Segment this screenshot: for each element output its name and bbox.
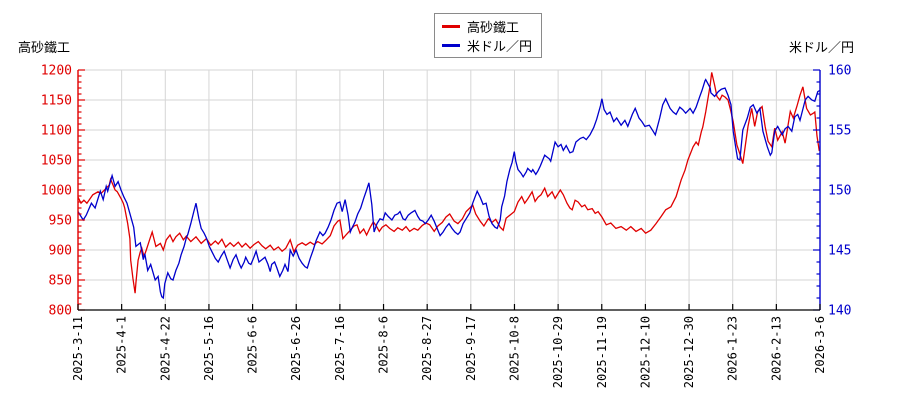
usdjpy-line-swatch [442,43,460,47]
right-axis-tick-label: 140 [828,304,851,319]
left-axis-tick-label: 800 [49,304,72,319]
x-tick-label: 2025-6-26 [289,316,303,381]
bottom-axis: 2025-3-11 2025-4-1 2025-4-22 2025-5-16 2025-… [71,304,827,388]
left-axis: 800 850 900 950 1000 1050 1100 1150 1200 [41,64,85,319]
left-axis-title: 高砂鐵工 [18,40,71,55]
x-tick-label: 2025-7-16 [333,316,347,381]
x-tick-label: 2025-4-1 [115,316,129,374]
left-axis-tick-label: 1000 [41,184,72,199]
legend-box: 高砂鐵工 米ドル／円 [434,13,542,58]
left-axis-tick-label: 1050 [41,154,72,169]
right-axis: 140 145 150 155 160 [813,64,851,319]
right-axis-tick-label: 145 [828,244,851,259]
x-tick-label: 2025-8-27 [420,316,434,381]
x-tick-label: 2025-10-29 [551,316,565,388]
right-axis-tick-label: 150 [828,184,851,199]
series-line-usdjpy [77,78,821,300]
right-axis-tick-label: 160 [828,64,851,79]
x-tick-label: 2025-3-11 [71,316,85,381]
x-tick-label: 2025-6-6 [246,316,260,374]
x-tick-label: 2025-10-8 [508,316,522,381]
x-tick-label: 2025-12-30 [682,316,696,388]
left-axis-tick-label: 900 [49,244,72,259]
x-tick-label: 2025-11-19 [595,316,609,388]
legend-label-takasago: 高砂鐵工 [467,19,520,35]
x-tick-label: 2025-12-10 [638,316,652,388]
x-tick-label: 2026-1-23 [726,316,740,381]
takasago-line-swatch [442,24,460,28]
x-tick-label: 2026-3-6 [813,316,827,374]
left-axis-tick-label: 950 [49,214,72,229]
x-tick-label: 2026-2-13 [769,316,783,381]
x-tick-label: 2025-4-22 [158,316,172,381]
series-line-takasago [77,72,820,294]
x-tick-label: 2025-8-6 [377,316,391,374]
legend-item-usdjpy: 米ドル／円 [435,36,541,54]
grid [78,69,821,310]
left-axis-tick-label: 1150 [41,94,72,109]
right-axis-tick-label: 155 [828,124,851,139]
left-axis-tick-label: 850 [49,274,72,289]
x-tick-label: 2025-9-17 [464,316,478,381]
left-axis-tick-label: 1100 [41,124,72,139]
legend-label-usdjpy: 米ドル／円 [467,38,533,54]
right-axis-title: 米ドル／円 [789,40,855,55]
left-axis-tick-label: 1200 [41,64,72,79]
x-tick-label: 2025-5-16 [202,316,216,381]
legend-item-takasago: 高砂鐵工 [435,17,541,35]
